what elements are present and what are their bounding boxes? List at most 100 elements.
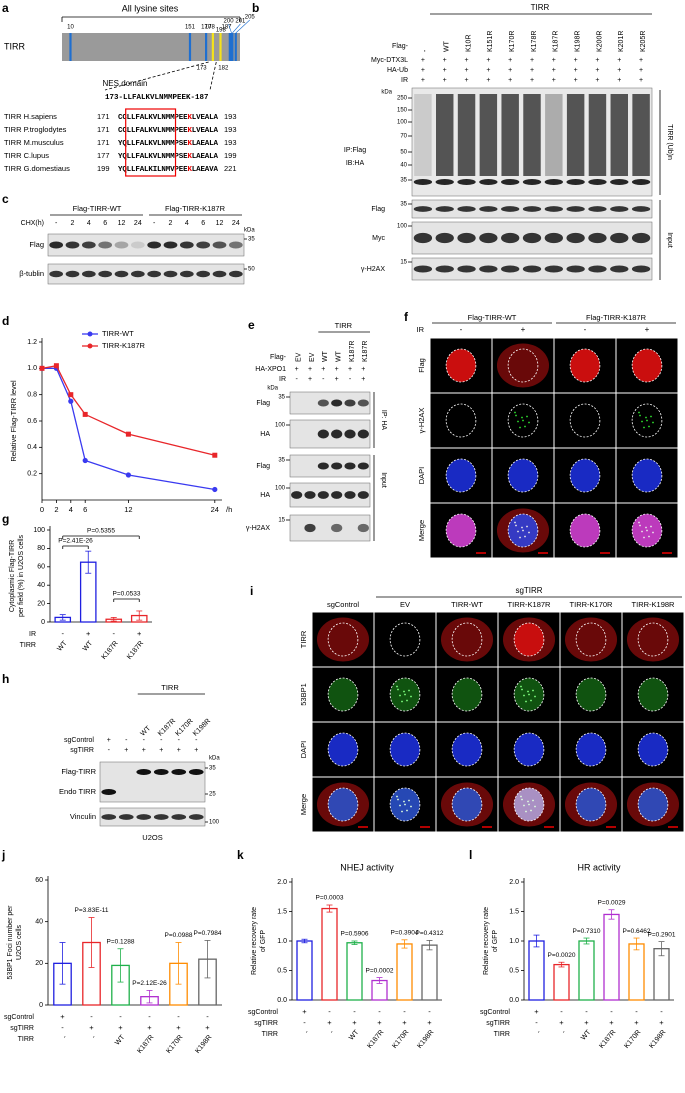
point <box>53 363 59 369</box>
nucleus-outline <box>569 513 601 548</box>
category-label: WT <box>348 1028 361 1041</box>
nucleus <box>390 733 420 766</box>
y-tick-label: 0.2 <box>27 471 37 478</box>
species: TIRR H.sapiens <box>4 112 57 121</box>
blot <box>289 419 371 449</box>
lane-sign: + <box>361 366 365 373</box>
band <box>435 206 454 212</box>
blot <box>289 514 371 542</box>
blot <box>47 263 245 285</box>
lane-label: K151R <box>487 31 494 52</box>
band <box>544 179 563 185</box>
band <box>153 814 169 820</box>
y-tick-label: 0.5 <box>277 967 287 974</box>
protein-name: TIRR <box>4 41 25 51</box>
marker-label: 150 <box>397 108 408 114</box>
ir-sign: - <box>584 325 587 334</box>
focus <box>639 414 641 417</box>
nucleus <box>446 514 476 547</box>
group-label: Flag-TIRR-WT <box>468 313 517 322</box>
band <box>49 241 64 249</box>
focus <box>519 536 521 539</box>
band <box>304 491 316 499</box>
band <box>357 491 369 499</box>
band <box>610 265 629 273</box>
seq-start: 171 <box>97 138 110 147</box>
category-label: WT <box>114 1033 127 1046</box>
focus <box>527 690 529 693</box>
focus <box>404 803 406 806</box>
band <box>631 232 651 244</box>
marker-label: 100 <box>209 820 220 826</box>
lane-sign: + <box>639 57 643 64</box>
lane-label: WT <box>140 725 153 738</box>
focus <box>527 800 529 803</box>
nucleus-outline <box>569 348 601 383</box>
focus <box>652 421 654 424</box>
band <box>147 270 162 278</box>
row-name: γ-H2AX <box>417 408 426 434</box>
category-label: + <box>327 1018 332 1027</box>
band <box>501 232 520 244</box>
focus <box>520 795 522 798</box>
ip-label: IP:Flag <box>344 147 366 154</box>
site-connector <box>228 23 232 34</box>
category-label: - <box>328 1007 331 1016</box>
side-label: TIRR (Ub)n <box>666 124 673 160</box>
marker-label: 25 <box>209 792 216 798</box>
band <box>357 462 369 470</box>
row-name: TIRR <box>18 1036 34 1043</box>
band <box>610 232 629 244</box>
row-name: IR <box>401 77 408 84</box>
category-label: - <box>329 1028 336 1035</box>
band <box>98 270 113 278</box>
lane-sign: + <box>530 57 534 64</box>
p-value: P=0.5355 <box>87 528 115 535</box>
band <box>413 265 433 273</box>
bar <box>628 943 645 1001</box>
ir-sign: + <box>645 325 650 334</box>
band <box>81 241 96 249</box>
y-tick-label: 0.0 <box>277 997 287 1004</box>
label: U2OS <box>142 833 162 842</box>
category-label: K170R <box>623 1029 642 1050</box>
bar <box>528 940 545 1001</box>
row-name: DAPI <box>299 741 308 759</box>
lane-label: K205R <box>640 31 647 52</box>
focus <box>523 694 525 697</box>
band <box>163 270 178 278</box>
band <box>147 241 162 249</box>
category-label: - <box>560 1007 563 1016</box>
band <box>49 270 64 278</box>
row-name: 53BP1 <box>299 683 308 706</box>
p-value: P=0.0988 <box>164 932 192 939</box>
lane-label: K200R <box>596 31 603 52</box>
row-name: sgControl <box>480 1009 510 1016</box>
legend-marker <box>87 343 93 349</box>
group-label: TIRR <box>531 3 550 12</box>
y-tick-label: 0.0 <box>509 997 519 1004</box>
p-value: P=0.2901 <box>647 931 675 938</box>
point <box>68 392 74 398</box>
row-name: DAPI <box>417 467 426 485</box>
lane-label: EV <box>309 352 316 362</box>
row-name: Flag- <box>270 354 287 361</box>
nucleus <box>452 678 482 711</box>
legend-marker <box>87 331 93 337</box>
focus <box>517 530 519 533</box>
band <box>413 206 433 212</box>
blot-name: HA <box>260 492 270 499</box>
band <box>317 429 329 439</box>
row-name: Flag- <box>392 43 409 50</box>
category-label: K187R <box>101 640 120 661</box>
site-label: 170 <box>201 25 212 31</box>
band <box>331 523 343 533</box>
row-name: sgTIRR <box>10 1025 34 1032</box>
band <box>136 814 152 820</box>
lane-sign: + <box>552 77 556 84</box>
focus <box>532 799 534 802</box>
nucleus <box>514 623 544 656</box>
category-label: + <box>534 1007 539 1016</box>
focus <box>532 689 534 692</box>
